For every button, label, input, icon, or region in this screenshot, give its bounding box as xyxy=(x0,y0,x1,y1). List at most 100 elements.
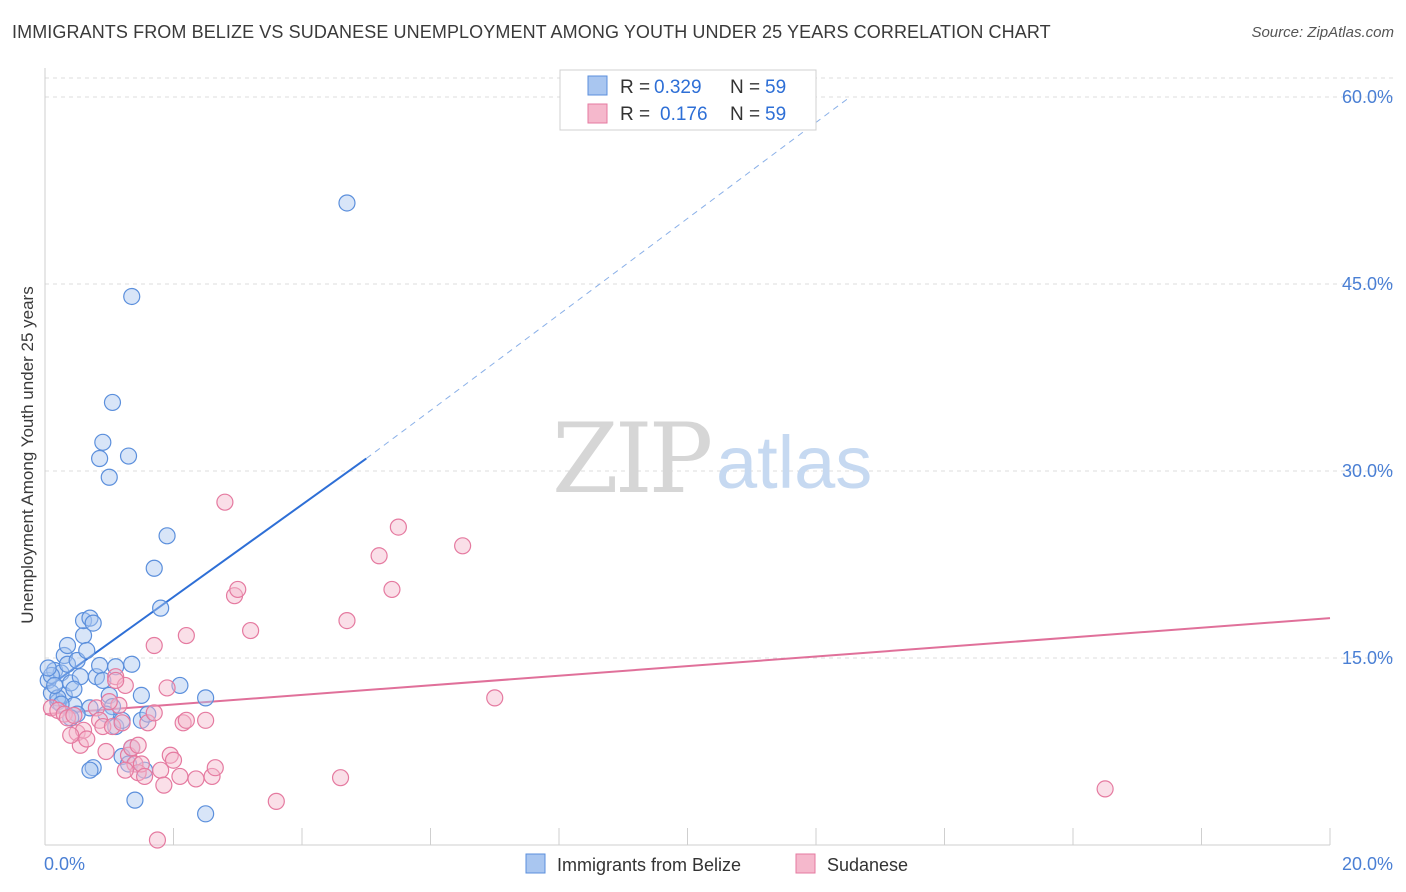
belize-point xyxy=(197,805,215,823)
source-credit: Source: ZipAtlas.com xyxy=(1251,24,1394,41)
belize-point xyxy=(91,656,109,675)
belize-point xyxy=(123,655,141,673)
sudanese-point xyxy=(197,711,215,729)
belize-point xyxy=(78,641,96,660)
legend-bottom-swatch-pink xyxy=(795,853,816,874)
belize-point xyxy=(197,689,215,707)
belize-point xyxy=(145,559,163,577)
watermark: ZIP atlas xyxy=(552,403,872,515)
sudanese-point xyxy=(100,693,118,711)
belize-point xyxy=(58,636,77,655)
legend-bottom-label-pink: Sudanese xyxy=(827,855,908,875)
x-tick-label-min: 0.0% xyxy=(44,854,85,874)
legend-r-label-pink: R = xyxy=(620,104,650,125)
sudanese-point xyxy=(139,714,157,732)
belize-point xyxy=(158,527,176,545)
tick-labels: 15.0% 30.0% 45.0% 60.0% 0.0% 20.0% xyxy=(44,87,1393,874)
y-tick-label: 45.0% xyxy=(1342,274,1393,294)
belize-point xyxy=(39,659,57,677)
legend-bottom: Immigrants from Belize Sudanese xyxy=(525,853,908,875)
legend-n-label-pink: N = xyxy=(730,104,760,125)
belize-point xyxy=(139,705,157,723)
legend-n-value-pink: 59 xyxy=(765,104,786,125)
sudanese-point xyxy=(129,736,147,754)
belize-point xyxy=(123,287,141,306)
sudanese-point xyxy=(116,676,134,695)
trend-lines xyxy=(44,96,1331,716)
belize-point xyxy=(152,599,170,617)
belize-point xyxy=(84,759,102,777)
sudanese-point xyxy=(107,671,125,690)
sudanese-point xyxy=(383,580,401,599)
sudanese-point xyxy=(267,792,285,810)
belize-point xyxy=(132,686,150,705)
sudanese-point xyxy=(486,689,504,707)
belize-point xyxy=(103,393,122,412)
series-sudanese-points xyxy=(42,493,1114,849)
sudanese-point xyxy=(164,751,183,769)
belize-point xyxy=(58,655,77,673)
belize-point xyxy=(171,676,189,695)
sudanese-point xyxy=(229,580,247,599)
trend-line-belize-extrapolated xyxy=(365,96,851,459)
sudanese-point xyxy=(171,767,189,786)
legend-swatch-blue xyxy=(587,75,608,96)
sudanese-point xyxy=(203,767,221,786)
sudanese-point xyxy=(161,746,179,764)
belize-point xyxy=(126,791,144,809)
belize-point xyxy=(94,671,112,690)
sudanese-point xyxy=(338,611,356,630)
chart-title: IMMIGRANTS FROM BELIZE VS SUDANESE UNEMP… xyxy=(12,22,1051,42)
axes xyxy=(44,68,1331,846)
legend-r-label-blue: R = xyxy=(620,77,650,98)
sudanese-point xyxy=(177,626,195,645)
belize-point xyxy=(94,433,112,451)
sudanese-point xyxy=(331,769,350,787)
belize-point xyxy=(91,449,109,468)
legend-swatch-pink xyxy=(587,103,608,124)
sudanese-point xyxy=(145,704,163,722)
y-tick-label: 60.0% xyxy=(1342,87,1393,107)
belize-point xyxy=(107,658,125,676)
belize-point xyxy=(81,609,99,627)
sudanese-point xyxy=(177,711,195,729)
sudanese-point xyxy=(389,518,407,536)
sudanese-point xyxy=(116,761,134,779)
sudanese-point xyxy=(97,742,115,761)
sudanese-point xyxy=(94,717,112,736)
sudanese-point xyxy=(216,493,234,511)
y-tick-label: 30.0% xyxy=(1342,461,1393,481)
gridlines xyxy=(45,77,1395,659)
legend-bottom-swatch-blue xyxy=(525,853,546,874)
sudanese-point xyxy=(454,537,472,555)
watermark-atlas: atlas xyxy=(716,421,872,504)
sudanese-point xyxy=(74,721,93,739)
legend-top: R = 0.329 N = 59 R = 0.176 N = 59 xyxy=(559,69,817,131)
belize-point xyxy=(65,680,83,698)
trend-line-sudanese xyxy=(44,617,1331,716)
belize-point xyxy=(55,646,73,665)
sudanese-point xyxy=(1096,780,1114,798)
legend-r-value-blue: 0.329 xyxy=(654,77,702,98)
sudanese-point xyxy=(174,714,192,732)
y-tick-label: 15.0% xyxy=(1342,648,1393,668)
sudanese-point xyxy=(62,726,80,744)
sudanese-point xyxy=(103,717,122,736)
sudanese-point xyxy=(65,706,83,724)
belize-point xyxy=(81,761,99,779)
belize-point xyxy=(100,468,118,486)
sudanese-point xyxy=(78,730,96,748)
sudanese-point xyxy=(370,547,388,565)
sudanese-point xyxy=(158,679,176,697)
sudanese-point xyxy=(242,621,260,640)
legend-n-value-blue: 59 xyxy=(765,77,786,98)
sudanese-point xyxy=(113,714,131,732)
sudanese-point xyxy=(155,776,173,794)
sudanese-point xyxy=(148,831,167,849)
belize-point xyxy=(338,194,356,212)
sudanese-point xyxy=(187,770,205,788)
belize-point xyxy=(119,447,138,465)
belize-point xyxy=(46,676,64,695)
sudanese-point xyxy=(110,696,128,714)
